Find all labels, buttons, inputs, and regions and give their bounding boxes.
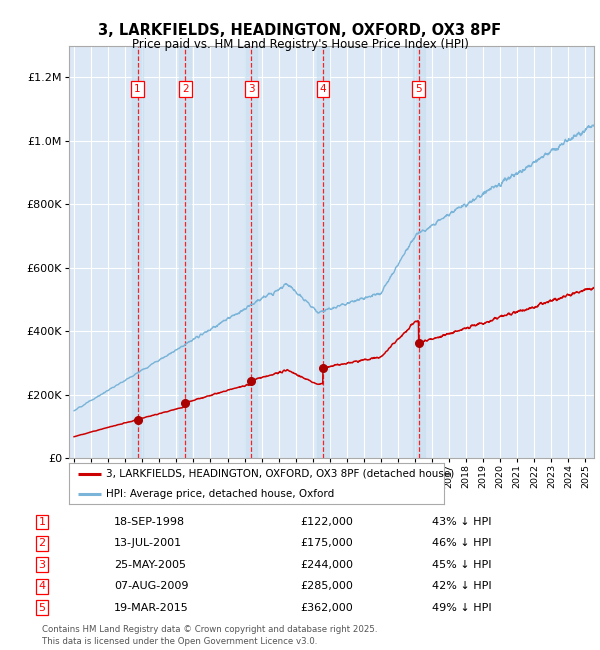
Text: 25-MAY-2005: 25-MAY-2005 <box>114 560 186 570</box>
Bar <box>131 46 143 458</box>
Text: 5: 5 <box>415 84 422 94</box>
Text: £285,000: £285,000 <box>300 581 353 592</box>
Text: 2: 2 <box>182 84 189 94</box>
Text: £175,000: £175,000 <box>300 538 353 549</box>
Text: 3, LARKFIELDS, HEADINGTON, OXFORD, OX3 8PF (detached house): 3, LARKFIELDS, HEADINGTON, OXFORD, OX3 8… <box>107 469 455 478</box>
Text: £244,000: £244,000 <box>300 560 353 570</box>
Text: 46% ↓ HPI: 46% ↓ HPI <box>432 538 491 549</box>
Bar <box>245 46 257 458</box>
Text: 3: 3 <box>248 84 254 94</box>
Text: 18-SEP-1998: 18-SEP-1998 <box>114 517 185 527</box>
Text: 49% ↓ HPI: 49% ↓ HPI <box>432 603 491 613</box>
Bar <box>317 46 329 458</box>
Text: 4: 4 <box>320 84 326 94</box>
Text: 07-AUG-2009: 07-AUG-2009 <box>114 581 188 592</box>
Bar <box>179 46 191 458</box>
Text: 1: 1 <box>134 84 141 94</box>
Text: 2: 2 <box>38 538 46 549</box>
Text: £362,000: £362,000 <box>300 603 353 613</box>
Text: 4: 4 <box>38 581 46 592</box>
Text: 5: 5 <box>38 603 46 613</box>
Text: Contains HM Land Registry data © Crown copyright and database right 2025.
This d: Contains HM Land Registry data © Crown c… <box>42 625 377 646</box>
Text: 3: 3 <box>38 560 46 570</box>
Text: 42% ↓ HPI: 42% ↓ HPI <box>432 581 491 592</box>
Text: 3, LARKFIELDS, HEADINGTON, OXFORD, OX3 8PF: 3, LARKFIELDS, HEADINGTON, OXFORD, OX3 8… <box>98 23 502 38</box>
Text: Price paid vs. HM Land Registry's House Price Index (HPI): Price paid vs. HM Land Registry's House … <box>131 38 469 51</box>
Text: 13-JUL-2001: 13-JUL-2001 <box>114 538 182 549</box>
Text: HPI: Average price, detached house, Oxford: HPI: Average price, detached house, Oxfo… <box>107 489 335 499</box>
Bar <box>413 46 425 458</box>
Text: 43% ↓ HPI: 43% ↓ HPI <box>432 517 491 527</box>
Text: 19-MAR-2015: 19-MAR-2015 <box>114 603 189 613</box>
Text: 45% ↓ HPI: 45% ↓ HPI <box>432 560 491 570</box>
Text: £122,000: £122,000 <box>300 517 353 527</box>
Text: 1: 1 <box>38 517 46 527</box>
